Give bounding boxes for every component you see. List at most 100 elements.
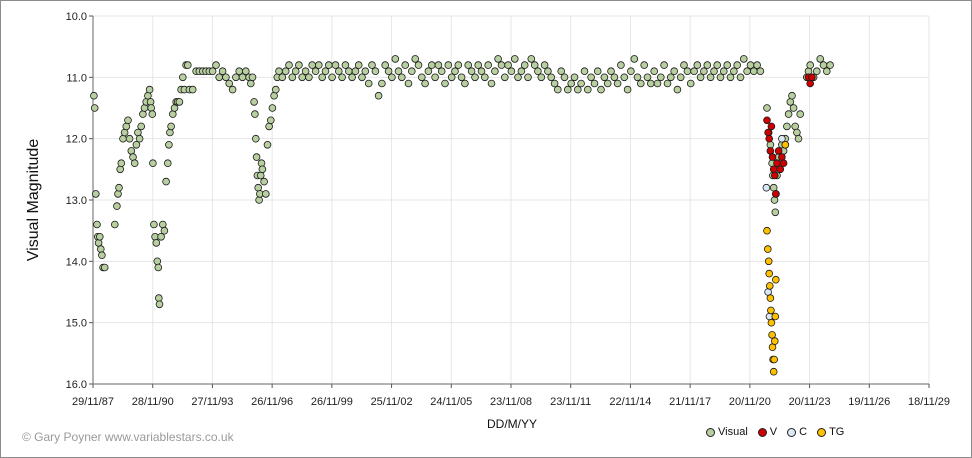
data-points [90, 55, 834, 376]
data-point [252, 134, 260, 143]
data-point [587, 73, 595, 82]
data-point [696, 73, 705, 82]
data-point [441, 79, 449, 88]
data-point [404, 79, 413, 88]
data-point [467, 67, 476, 75]
data-point [266, 116, 275, 125]
data-point [670, 67, 678, 75]
data-point [497, 61, 506, 69]
data-point [491, 67, 499, 75]
data-point [247, 79, 255, 88]
data-point [117, 159, 126, 168]
data-point [132, 141, 141, 149]
data-point [660, 61, 668, 69]
x-tick-label: 26/11/96 [251, 396, 293, 408]
data-point [162, 177, 170, 186]
data-point [115, 183, 123, 192]
data-point [295, 61, 303, 69]
data-point [188, 85, 197, 94]
data-point [358, 73, 366, 82]
data-point [271, 85, 280, 94]
data-point [257, 159, 266, 168]
data-point [166, 128, 174, 137]
data-point [424, 67, 433, 75]
data-point [368, 61, 376, 69]
data-point [733, 61, 741, 69]
data-point [765, 282, 774, 290]
data-point [92, 190, 100, 198]
data-point [97, 245, 105, 253]
data-point [474, 61, 483, 69]
data-point [767, 122, 776, 131]
data-point [361, 67, 370, 75]
legend: Visual V C TG [706, 426, 844, 438]
data-point [683, 67, 692, 75]
series-v [763, 73, 816, 198]
data-point [570, 73, 579, 82]
data-point [98, 251, 106, 260]
data-point [381, 61, 390, 69]
data-point [184, 61, 192, 69]
data-point [767, 306, 775, 315]
data-point [550, 79, 559, 88]
data-point [765, 134, 773, 143]
data-point [771, 190, 780, 198]
data-point [620, 73, 629, 82]
data-point [743, 67, 751, 75]
data-point [298, 73, 307, 82]
data-point [774, 147, 783, 155]
data-point [457, 73, 466, 82]
legend-item: Visual [706, 426, 748, 438]
data-point [451, 67, 459, 75]
legend-label: V [769, 426, 778, 438]
data-point [514, 73, 522, 82]
x-tick-label: 19/11/26 [848, 396, 890, 408]
data-point [149, 159, 157, 168]
data-point [113, 202, 121, 210]
data-point [510, 55, 519, 63]
data-point [567, 79, 575, 88]
data-point [788, 91, 796, 100]
data-point [527, 55, 536, 63]
data-point [159, 220, 167, 229]
data-point [137, 122, 146, 131]
data-point [524, 73, 532, 82]
data-point [808, 73, 816, 82]
data-point [768, 153, 777, 161]
data-point [771, 312, 780, 321]
y-tick-label: 15.0 [66, 318, 87, 330]
data-point [769, 367, 778, 376]
data-point [90, 104, 99, 112]
x-tick-label: 24/11/05 [430, 396, 472, 408]
data-point [633, 73, 642, 82]
y-axis-title: Visual Magnitude [25, 139, 42, 262]
data-point [504, 61, 512, 69]
x-tick-label: 23/11/11 [550, 396, 591, 408]
data-point [560, 73, 569, 82]
data-point [730, 67, 738, 75]
data-point [770, 196, 779, 204]
data-point [116, 165, 124, 174]
data-point [500, 73, 509, 82]
data-point [354, 61, 363, 69]
y-tick-label: 14.0 [66, 256, 87, 268]
data-point [248, 73, 257, 82]
data-point [544, 67, 552, 75]
data-point [318, 73, 327, 82]
data-point [157, 233, 165, 241]
data-point [250, 98, 258, 106]
data-point [763, 116, 771, 125]
data-point [477, 67, 486, 75]
data-point [534, 67, 542, 75]
data-point [444, 61, 453, 69]
data-point [613, 79, 622, 88]
data-point [653, 79, 662, 88]
data-point [781, 141, 790, 149]
data-point [480, 73, 489, 82]
data-point [258, 165, 267, 174]
data-point [540, 61, 549, 69]
x-tick-label: 28/11/90 [132, 396, 174, 408]
data-point [806, 61, 814, 69]
data-point [208, 67, 217, 75]
